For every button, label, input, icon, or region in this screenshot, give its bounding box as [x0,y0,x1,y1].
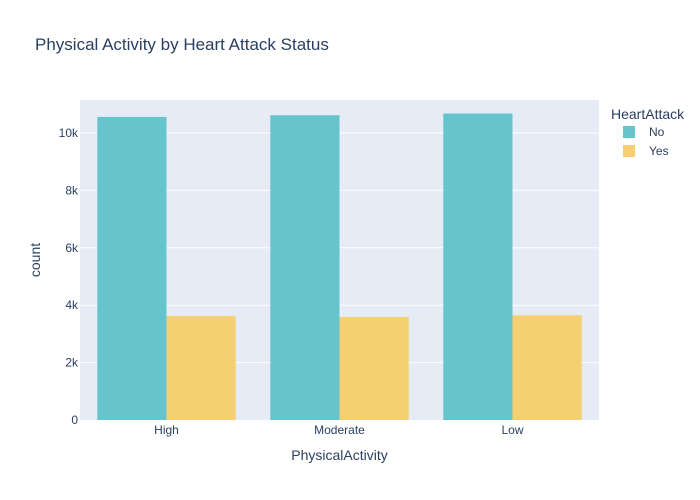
bars [97,113,582,421]
legend-item-label: Yes [649,144,669,158]
bar-yes-moderate [339,316,409,420]
y-tick-label: 8k [65,183,79,197]
x-axis-ticks: High Moderate Low [154,423,524,437]
bar-yes-high [166,316,236,420]
y-tick-label: 0 [71,413,78,427]
x-axis-title: PhysicalActivity [291,447,387,463]
legend-swatch [623,145,635,157]
bar-no-high [97,116,167,420]
x-tick-label: Low [501,423,523,437]
legend: HeartAttack No Yes [611,106,685,158]
legend-swatch [623,126,635,138]
legend-title: HeartAttack [611,106,685,122]
bar-yes-low [512,315,582,420]
y-tick-label: 4k [65,298,79,312]
bar-no-moderate [270,115,340,421]
y-tick-label: 6k [65,241,79,255]
y-axis-title: count [27,243,43,277]
x-tick-label: High [154,423,179,437]
bar-no-low [443,113,513,420]
y-tick-label: 2k [65,356,79,370]
y-tick-label: 10k [59,126,79,140]
y-axis-ticks: 0 2k 4k 6k 8k 10k [59,126,79,427]
legend-item-label: No [649,125,665,139]
x-tick-label: Moderate [314,423,365,437]
chart-title: Physical Activity by Heart Attack Status [35,35,329,54]
